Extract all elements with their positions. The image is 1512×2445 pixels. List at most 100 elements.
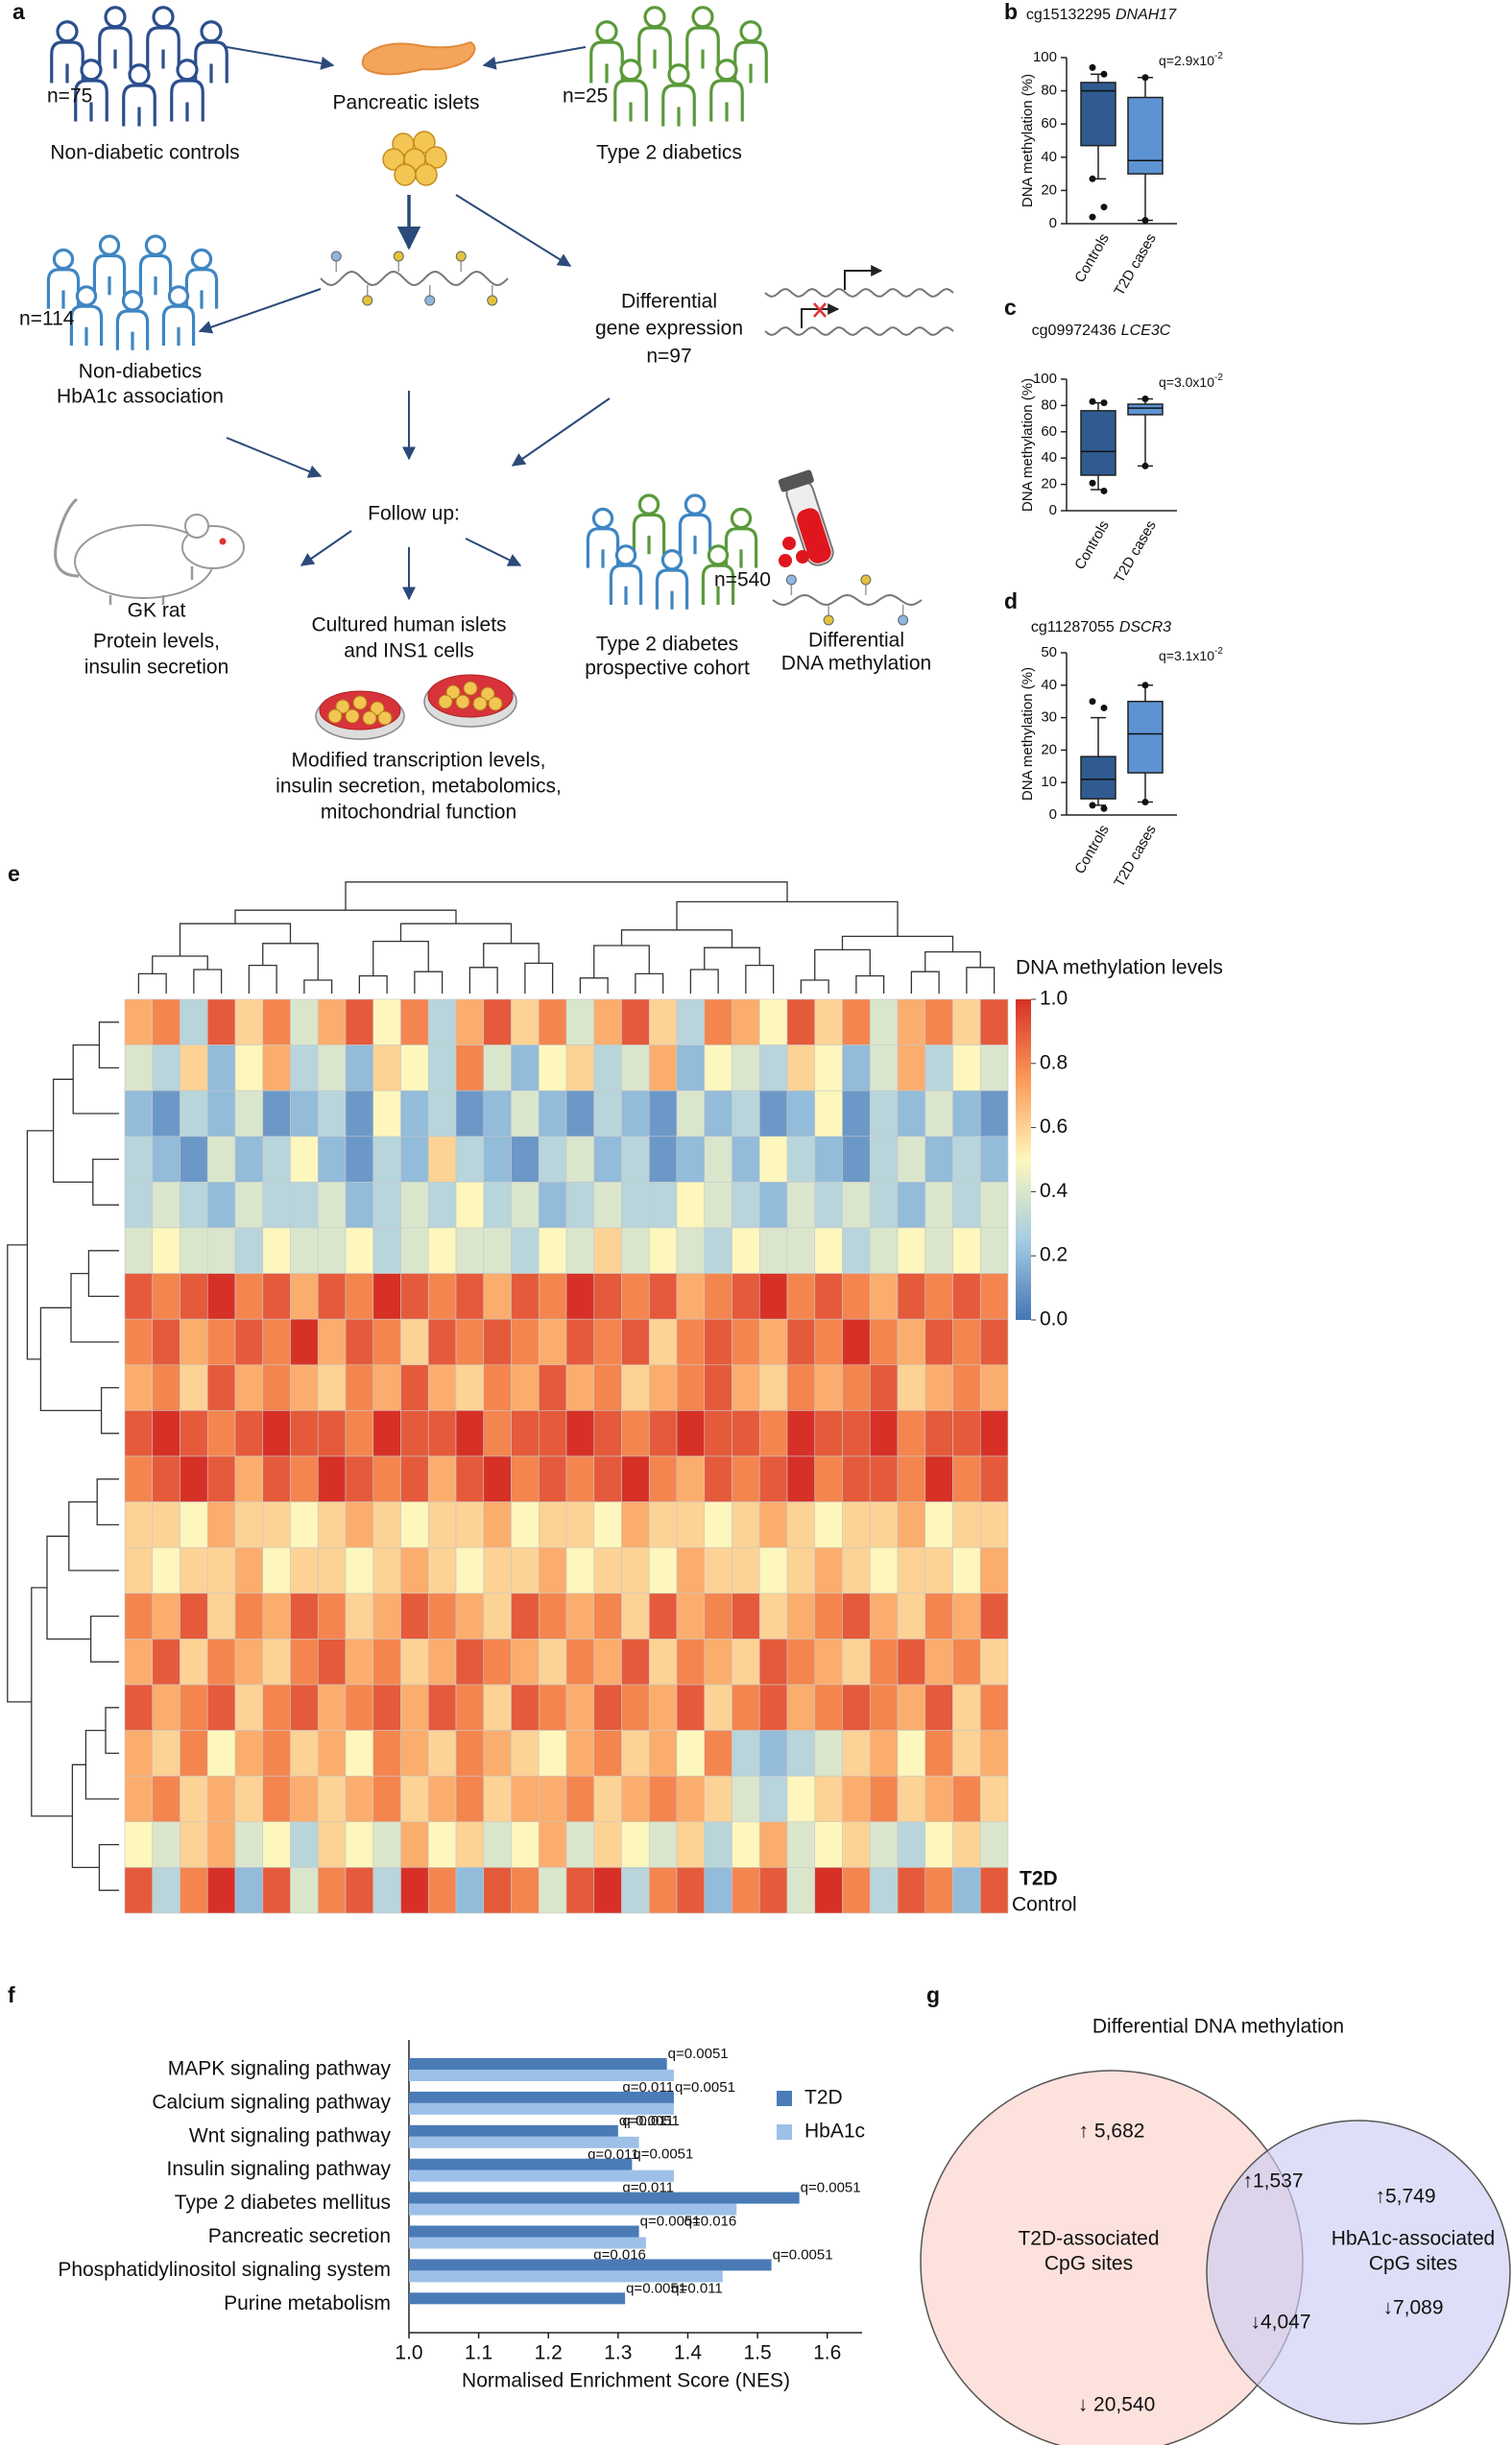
- category-label: Calcium signaling pathway: [152, 2091, 391, 2113]
- colorbar-tick-label: 0.6: [1040, 1115, 1068, 1138]
- heat-cell: [180, 1867, 208, 1914]
- heat-cell: [538, 1546, 567, 1594]
- heat-cell: [621, 1273, 650, 1320]
- blood-drop: [779, 554, 792, 567]
- bar: [409, 2237, 646, 2249]
- islet: [472, 696, 488, 711]
- heat-cell: [565, 1182, 595, 1229]
- person-head: [739, 20, 762, 43]
- heat-cell: [206, 1273, 236, 1320]
- heat-cell: [427, 1730, 457, 1777]
- heat-cell: [483, 1775, 512, 1823]
- heat-cell: [234, 1593, 264, 1640]
- person-head: [128, 63, 151, 86]
- y-axis-label: DNA methylation (%): [1020, 74, 1036, 207]
- islet: [394, 163, 417, 186]
- heat-cell: [704, 1501, 732, 1548]
- heat-cell: [152, 1867, 180, 1914]
- tube-blood: [797, 508, 831, 563]
- q-label: q=0.011: [671, 2280, 723, 2296]
- flier: [1089, 175, 1096, 182]
- box-title: cg11287055 DSCR3: [1031, 619, 1171, 635]
- title-gene: LCE3C: [1121, 323, 1171, 339]
- heat-cell: [152, 1044, 180, 1091]
- heat-cell: [924, 1593, 953, 1640]
- heat-cell: [842, 1546, 871, 1594]
- heat-cell: [814, 1593, 843, 1640]
- heat-cell: [483, 1867, 512, 1914]
- heat-cell: [565, 1136, 595, 1183]
- heat-cell: [152, 998, 180, 1045]
- heat-cell: [593, 1090, 622, 1138]
- heat-cell: [979, 1593, 1009, 1640]
- heat-cell: [979, 1410, 1009, 1457]
- heat-cell: [814, 1501, 843, 1548]
- heat-cell: [897, 1867, 926, 1914]
- diagram-label: n=97: [646, 346, 691, 368]
- heat-cell: [869, 1136, 899, 1183]
- heat-cell: [317, 998, 347, 1045]
- y-tick-label: 80: [1041, 83, 1057, 99]
- heat-cell: [786, 1182, 816, 1229]
- heat-cell: [180, 1410, 208, 1457]
- heat-cell: [345, 998, 374, 1045]
- heat-cell: [372, 1364, 401, 1411]
- heat-cell: [455, 1867, 485, 1914]
- heat-cell: [869, 1730, 899, 1777]
- heat-cell: [290, 1410, 319, 1457]
- heat-cell: [290, 1546, 319, 1594]
- heat-cell: [206, 1455, 236, 1502]
- heat-cell: [372, 998, 401, 1045]
- heat-cell: [593, 1639, 622, 1686]
- venn-hba1c: [1206, 2120, 1511, 2425]
- heat-cell: [317, 1044, 347, 1091]
- heat-cell: [814, 1044, 843, 1091]
- heat-cell: [483, 1318, 512, 1366]
- y-tick-label: 20: [1041, 476, 1057, 492]
- heat-cell: [952, 1227, 981, 1274]
- heat-cell: [758, 1821, 788, 1868]
- heat-cell: [676, 1364, 706, 1411]
- person-body: [146, 26, 180, 69]
- heat-cell: [593, 1684, 622, 1731]
- heat-cell: [648, 1730, 678, 1777]
- flier: [1100, 704, 1108, 711]
- heat-cell: [897, 1775, 926, 1823]
- heat-cell: [372, 1867, 401, 1914]
- bar: [409, 2102, 674, 2115]
- heat-cell: [621, 998, 650, 1045]
- heat-cell: [427, 1044, 457, 1091]
- person-body: [194, 40, 228, 84]
- heat-cell: [152, 1364, 180, 1411]
- heat-cell: [180, 1684, 208, 1731]
- diagram-label: Cultured human islets: [311, 614, 506, 636]
- tss-arrow: [844, 265, 883, 290]
- q-value: q=2.9x10-2: [1159, 51, 1223, 68]
- heat-cell: [979, 1867, 1009, 1914]
- heat-cell: [262, 1684, 291, 1731]
- heat-cell: [290, 1273, 319, 1320]
- flow-arrow: [198, 288, 322, 334]
- heat-cell: [372, 1136, 401, 1183]
- heat-cell: [400, 1273, 429, 1320]
- heat-cell: [842, 1730, 871, 1777]
- heat-cell: [621, 1364, 650, 1411]
- heat-cell: [648, 1182, 678, 1229]
- flier: [1141, 798, 1149, 805]
- heat-cell: [979, 1182, 1009, 1229]
- heat-cell: [869, 1639, 899, 1686]
- heat-cell: [842, 1364, 871, 1411]
- q-label: q=0.0051: [619, 2113, 680, 2129]
- heat-cell: [400, 1182, 429, 1229]
- mrna-wave: [764, 287, 954, 299]
- person-head: [595, 20, 618, 43]
- heat-cell: [869, 1318, 899, 1366]
- heat-cell: [180, 1318, 208, 1366]
- heat-cell: [124, 1364, 154, 1411]
- heat-cell: [400, 1639, 429, 1686]
- person-body: [115, 309, 150, 350]
- heat-cell: [758, 1546, 788, 1594]
- block-x: [813, 302, 827, 318]
- heat-cell: [758, 1136, 788, 1183]
- q-value: q=3.1x10-2: [1159, 646, 1223, 663]
